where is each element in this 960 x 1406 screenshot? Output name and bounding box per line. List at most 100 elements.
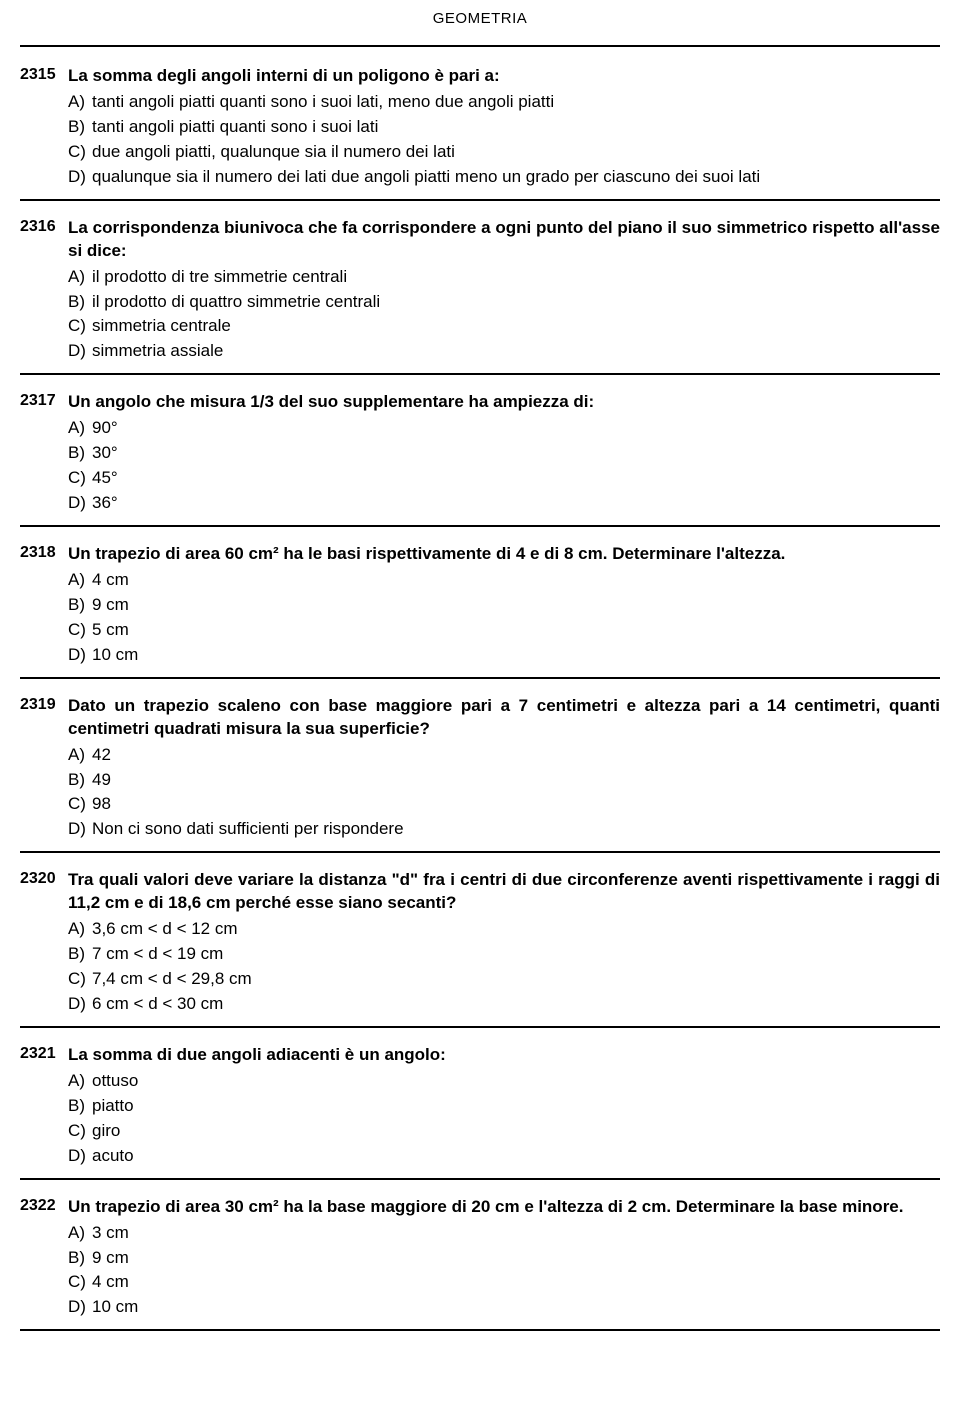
option-item: B)il prodotto di quattro simmetrie centr…	[68, 291, 940, 314]
option-text: 5 cm	[92, 619, 940, 642]
option-text: 7 cm < d < 19 cm	[92, 943, 940, 966]
question-number: 2319	[20, 695, 68, 714]
option-text: 3,6 cm < d < 12 cm	[92, 918, 940, 941]
question-text: Dato un trapezio scaleno con base maggio…	[68, 695, 940, 741]
question-text: La somma di due angoli adiacenti è un an…	[68, 1044, 940, 1067]
option-item: A)3,6 cm < d < 12 cm	[68, 918, 940, 941]
option-text: il prodotto di tre simmetrie centrali	[92, 266, 940, 289]
option-item: B)30°	[68, 442, 940, 465]
option-letter: B)	[68, 442, 92, 465]
question-block: 2319Dato un trapezio scaleno con base ma…	[20, 695, 940, 844]
option-letter: D)	[68, 1145, 92, 1168]
options-list: A)3 cmB)9 cmC)4 cmD)10 cm	[68, 1222, 940, 1320]
option-letter: A)	[68, 266, 92, 289]
question-block: 2320Tra quali valori deve variare la dis…	[20, 869, 940, 1018]
option-item: D)qualunque sia il numero dei lati due a…	[68, 166, 940, 189]
option-letter: C)	[68, 793, 92, 816]
option-letter: C)	[68, 141, 92, 164]
option-text: 3 cm	[92, 1222, 940, 1245]
option-item: A)ottuso	[68, 1070, 940, 1093]
option-item: C)giro	[68, 1120, 940, 1143]
question-number: 2321	[20, 1044, 68, 1063]
option-letter: A)	[68, 1070, 92, 1093]
question-number: 2315	[20, 65, 68, 84]
option-text: 45°	[92, 467, 940, 490]
option-text: tanti angoli piatti quanti sono i suoi l…	[92, 91, 940, 114]
option-letter: A)	[68, 918, 92, 941]
question-text: Un trapezio di area 30 cm² ha la base ma…	[68, 1196, 940, 1219]
option-letter: B)	[68, 1095, 92, 1118]
option-item: B)49	[68, 769, 940, 792]
option-text: 7,4 cm < d < 29,8 cm	[92, 968, 940, 991]
option-text: due angoli piatti, qualunque sia il nume…	[92, 141, 940, 164]
option-item: D)10 cm	[68, 1296, 940, 1319]
questions-list: 2315La somma degli angoli interni di un …	[20, 65, 940, 1331]
options-list: A)90°B)30°C)45°D)36°	[68, 417, 940, 515]
option-text: 30°	[92, 442, 940, 465]
question-divider	[20, 1178, 940, 1180]
options-list: A)42B)49C)98D)Non ci sono dati sufficien…	[68, 744, 940, 842]
option-item: D)6 cm < d < 30 cm	[68, 993, 940, 1016]
question-body: Dato un trapezio scaleno con base maggio…	[68, 695, 940, 844]
option-text: 6 cm < d < 30 cm	[92, 993, 940, 1016]
question-number: 2318	[20, 543, 68, 562]
top-divider	[20, 45, 940, 47]
question-block: 2316La corrispondenza biunivoca che fa c…	[20, 217, 940, 366]
option-item: B)7 cm < d < 19 cm	[68, 943, 940, 966]
option-item: D)36°	[68, 492, 940, 515]
question-block: 2317Un angolo che misura 1/3 del suo sup…	[20, 391, 940, 517]
option-letter: B)	[68, 769, 92, 792]
option-item: D)acuto	[68, 1145, 940, 1168]
option-item: B)9 cm	[68, 594, 940, 617]
question-number: 2322	[20, 1196, 68, 1215]
option-item: D)Non ci sono dati sufficienti per rispo…	[68, 818, 940, 841]
option-letter: D)	[68, 818, 92, 841]
option-item: C)simmetria centrale	[68, 315, 940, 338]
option-letter: C)	[68, 315, 92, 338]
option-letter: D)	[68, 166, 92, 189]
option-letter: B)	[68, 291, 92, 314]
option-letter: A)	[68, 91, 92, 114]
options-list: A)4 cmB)9 cmC)5 cmD)10 cm	[68, 569, 940, 667]
question-divider	[20, 677, 940, 679]
option-letter: B)	[68, 1247, 92, 1270]
option-letter: D)	[68, 340, 92, 363]
option-letter: C)	[68, 1120, 92, 1143]
question-text: La corrispondenza biunivoca che fa corri…	[68, 217, 940, 263]
option-text: 9 cm	[92, 594, 940, 617]
option-text: 36°	[92, 492, 940, 515]
option-letter: D)	[68, 644, 92, 667]
question-number: 2317	[20, 391, 68, 410]
option-item: B)piatto	[68, 1095, 940, 1118]
option-text: 90°	[92, 417, 940, 440]
option-text: simmetria assiale	[92, 340, 940, 363]
page-title: GEOMETRIA	[20, 10, 940, 27]
option-text: Non ci sono dati sufficienti per rispond…	[92, 818, 940, 841]
question-number: 2316	[20, 217, 68, 236]
question-divider	[20, 525, 940, 527]
question-body: Tra quali valori deve variare la distanz…	[68, 869, 940, 1018]
question-number: 2320	[20, 869, 68, 888]
option-item: A)tanti angoli piatti quanti sono i suoi…	[68, 91, 940, 114]
option-item: A)4 cm	[68, 569, 940, 592]
option-letter: C)	[68, 467, 92, 490]
option-text: 9 cm	[92, 1247, 940, 1270]
option-text: acuto	[92, 1145, 940, 1168]
options-list: A)il prodotto di tre simmetrie centraliB…	[68, 266, 940, 364]
option-item: C)7,4 cm < d < 29,8 cm	[68, 968, 940, 991]
option-letter: A)	[68, 569, 92, 592]
options-list: A)tanti angoli piatti quanti sono i suoi…	[68, 91, 940, 189]
question-divider	[20, 1026, 940, 1028]
option-item: B)9 cm	[68, 1247, 940, 1270]
option-letter: A)	[68, 1222, 92, 1245]
question-body: Un angolo che misura 1/3 del suo supplem…	[68, 391, 940, 517]
question-block: 2321La somma di due angoli adiacenti è u…	[20, 1044, 940, 1170]
question-divider	[20, 199, 940, 201]
option-text: 10 cm	[92, 644, 940, 667]
option-letter: C)	[68, 1271, 92, 1294]
option-item: C)4 cm	[68, 1271, 940, 1294]
option-item: C)due angoli piatti, qualunque sia il nu…	[68, 141, 940, 164]
question-block: 2322Un trapezio di area 30 cm² ha la bas…	[20, 1196, 940, 1322]
question-block: 2318Un trapezio di area 60 cm² ha le bas…	[20, 543, 940, 669]
option-item: B)tanti angoli piatti quanti sono i suoi…	[68, 116, 940, 139]
